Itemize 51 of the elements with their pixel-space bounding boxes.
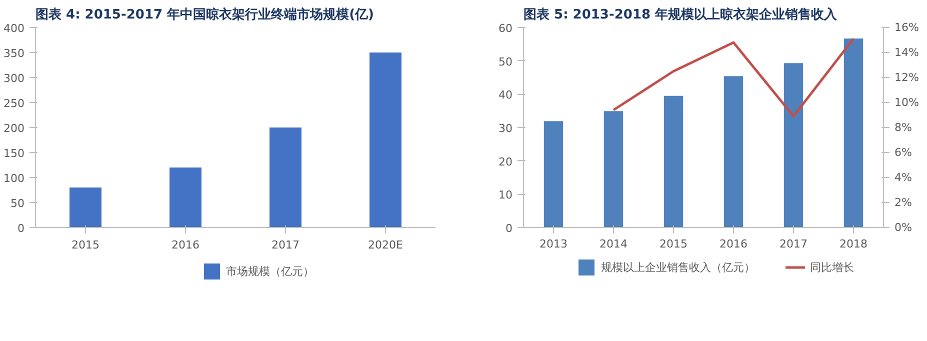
x-tick-label: 2014 — [600, 238, 628, 250]
y2-tick-label: 12% — [894, 71, 919, 84]
y-tick-label: 40 — [498, 88, 513, 102]
bar — [170, 168, 202, 228]
y-tick-label: 100 — [4, 172, 25, 185]
x-tick-label: 2020E — [368, 238, 404, 252]
legend-label: 市场规模（亿元） — [226, 264, 314, 278]
chart-title: 图表 4: 2015-2017 年中国晾衣架行业终端市场规模(亿) — [36, 6, 374, 22]
x-tick-label: 2016 — [720, 238, 748, 250]
bar — [724, 76, 744, 228]
bar — [664, 96, 684, 228]
y2-tick-label: 2% — [894, 196, 912, 209]
x-tick-label: 2015 — [72, 238, 100, 252]
bar — [70, 188, 102, 228]
y-tick-label: 20 — [498, 155, 513, 168]
y2-tick-label: 8% — [894, 121, 912, 134]
y2-tick-label: 4% — [894, 171, 912, 184]
y2-tick-label: 6% — [894, 146, 912, 159]
y-tick-label: 400 — [4, 22, 25, 35]
x-tick-label: 2017 — [272, 238, 300, 252]
y2-tick-label: 16% — [894, 21, 919, 34]
y-tick-label: 10 — [498, 188, 513, 202]
y-tick-label: 0 — [506, 222, 512, 235]
legend-label: 规模以上企业销售收入（亿元） — [601, 260, 755, 274]
y2-tick-label: 0% — [894, 221, 912, 234]
x-tick-label: 2017 — [780, 238, 808, 250]
y-tick-label: 350 — [4, 47, 25, 60]
y-tick-label: 150 — [4, 147, 25, 160]
bar — [270, 128, 302, 228]
y-tick-label: 50 — [498, 55, 513, 68]
y-tick-label: 250 — [4, 97, 25, 110]
line-series — [612, 38, 855, 118]
x-tick-label: 2016 — [172, 238, 200, 252]
y-tick-label: 60 — [498, 22, 513, 35]
y-tick-label: 0 — [18, 222, 24, 235]
x-tick-label: 2018 — [840, 238, 868, 250]
bar — [784, 63, 804, 228]
y-tick-label: 200 — [4, 122, 25, 135]
y2-tick-label: 14% — [894, 46, 919, 59]
x-tick-label: 2013 — [540, 238, 568, 250]
bar — [604, 111, 624, 228]
bar — [544, 121, 564, 228]
y2-tick-label: 10% — [894, 96, 919, 109]
y-tick-label: 30 — [498, 122, 513, 135]
chart-title: 图表 5: 2013-2018 年规模以上晾衣架企业销售收入 — [524, 6, 838, 22]
bar — [844, 38, 864, 228]
y-tick-label: 300 — [4, 72, 25, 85]
bar — [370, 52, 402, 228]
y-tick-label: 50 — [10, 197, 25, 210]
x-tick-label: 2015 — [660, 238, 688, 250]
legend-label: 同比增长 — [810, 260, 854, 274]
